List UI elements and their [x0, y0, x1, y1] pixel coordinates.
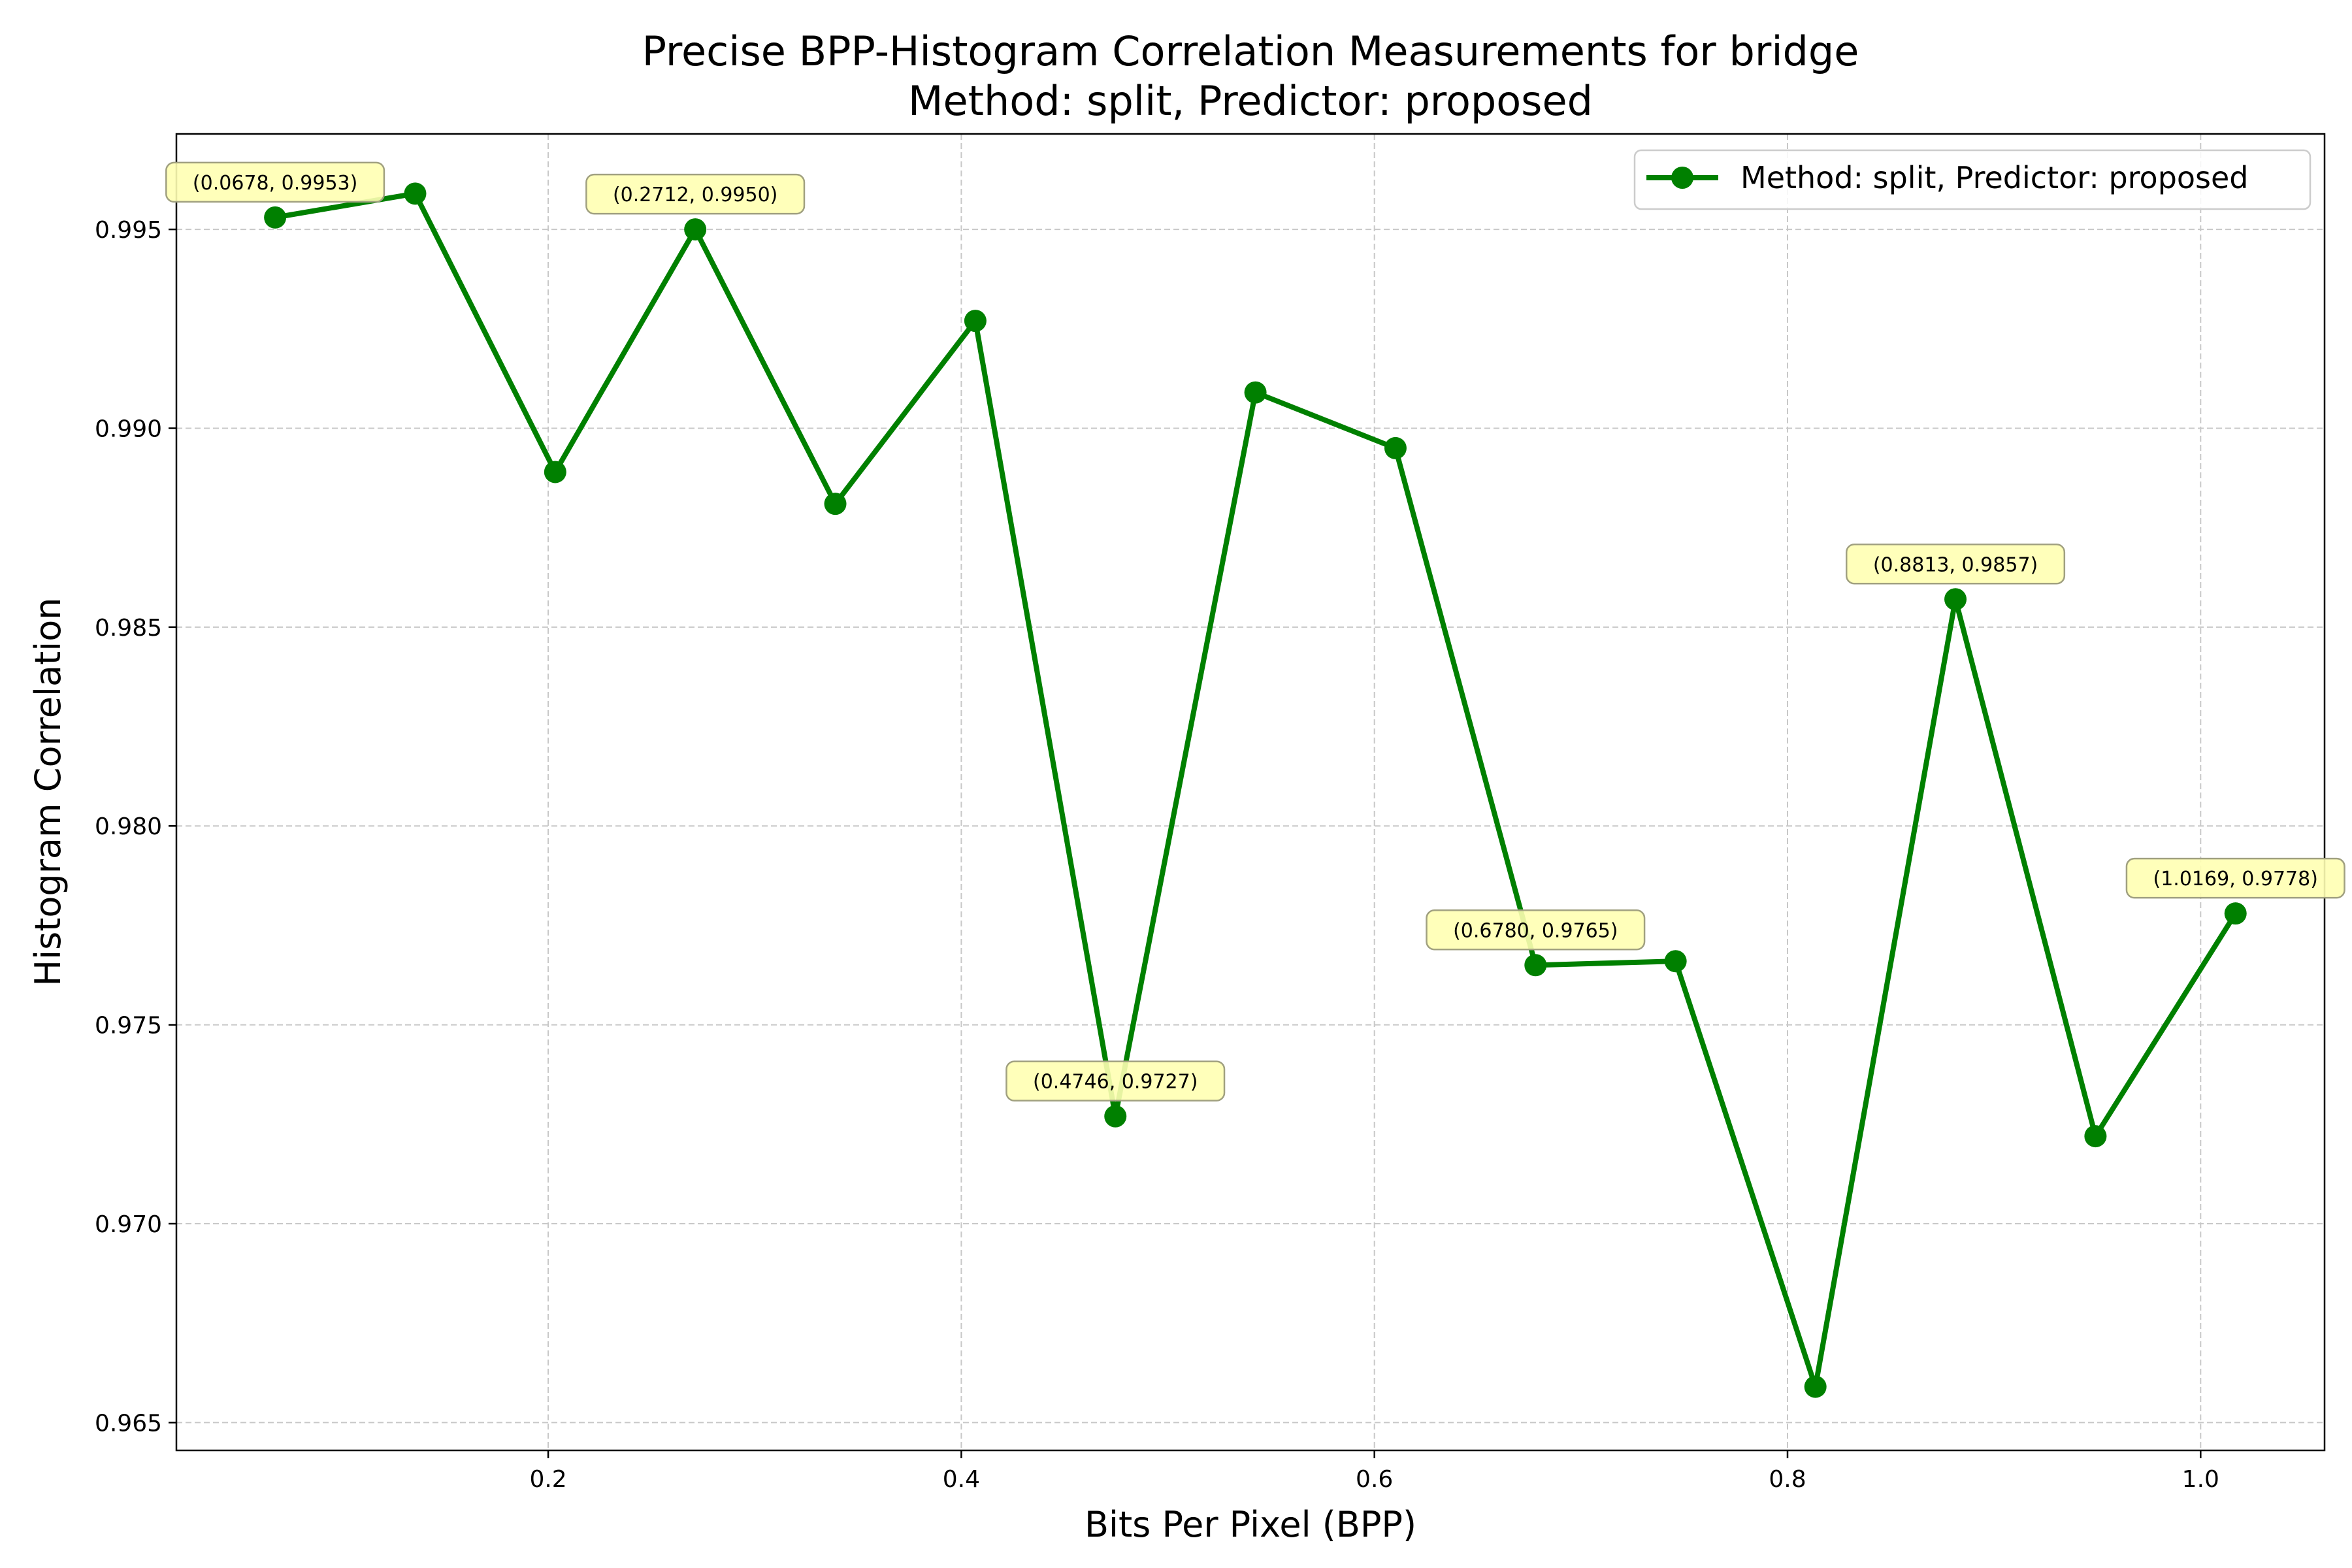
y-tick-label: 0.975 — [95, 1013, 162, 1039]
data-point — [264, 206, 287, 229]
data-point — [1524, 954, 1547, 977]
data-point — [544, 461, 566, 483]
legend: Method: split, Predictor: proposed — [1633, 149, 2311, 210]
data-point — [1244, 381, 1267, 404]
annotation-layer: (0.0678, 0.9953) (0.2712, 0.9950) (0.4746,… — [165, 161, 2345, 1102]
data-point — [964, 310, 987, 333]
x-tick-label: 0.8 — [1769, 1466, 1806, 1493]
annotation: (0.4746, 0.9727) — [1005, 1060, 1226, 1102]
y-tick-label: 0.995 — [95, 217, 162, 244]
annotation-label: (0.6780, 0.9765) — [1453, 919, 1618, 942]
x-tick-label: 0.2 — [529, 1466, 566, 1493]
data-point — [1804, 1375, 1827, 1398]
data-point — [1384, 436, 1407, 459]
annotation-box — [1005, 1060, 1226, 1102]
data-point — [1104, 1105, 1127, 1128]
data-point — [2224, 902, 2247, 925]
annotation-label: (0.4746, 0.9727) — [1033, 1071, 1198, 1094]
data-point — [2084, 1125, 2107, 1148]
data-point — [684, 218, 707, 241]
y-tick-label: 0.970 — [95, 1211, 162, 1238]
legend-frame — [1633, 149, 2311, 210]
data-point — [404, 182, 427, 205]
annotation-label: (1.0169, 0.9778) — [2153, 868, 2318, 890]
plot-frame — [175, 133, 2326, 1452]
annotation-label: (0.8813, 0.9857) — [1873, 553, 2038, 576]
annotation-box — [585, 173, 806, 215]
axis-ticks: 0.2 0.4 0.6 0.8 1.0 0.965 0.970 0.975 0.980 0.985… — [95, 217, 2219, 1493]
legend-label: Method: split, Predictor: proposed — [1740, 160, 2249, 195]
x-tick-label: 0.6 — [1356, 1466, 1393, 1493]
data-point — [824, 493, 847, 515]
y-tick-label: 0.980 — [95, 813, 162, 840]
annotation: (1.0169, 0.9778) — [2125, 857, 2345, 899]
y-tick-label: 0.990 — [95, 416, 162, 442]
annotation-box — [1426, 909, 1646, 951]
chart-title: Precise BPP-Histogram Correlation Measur… — [642, 27, 1859, 75]
y-tick-label: 0.985 — [95, 615, 162, 642]
x-tick-label: 0.4 — [943, 1466, 980, 1493]
annotation: (0.0678, 0.9953) — [165, 161, 385, 203]
annotation-box — [2125, 857, 2345, 899]
annotation-box — [1845, 544, 2066, 585]
x-axis-label: Bits Per Pixel (BPP) — [1085, 1504, 1416, 1545]
series-layer — [264, 182, 2247, 1398]
annotation-label: (0.0678, 0.9953) — [193, 172, 357, 195]
annotation: (0.6780, 0.9765) — [1426, 909, 1646, 951]
data-point — [1944, 588, 1967, 611]
y-axis-label: Histogram Correlation — [27, 597, 69, 986]
annotation: (0.8813, 0.9857) — [1845, 544, 2066, 585]
y-tick-label: 0.965 — [95, 1410, 162, 1437]
annotation-box — [165, 161, 385, 203]
annotation-label: (0.2712, 0.9950) — [613, 184, 777, 206]
chart-subtitle: Method: split, Predictor: proposed — [908, 77, 1593, 125]
annotation: (0.2712, 0.9950) — [585, 173, 806, 215]
legend-marker-swatch — [1671, 167, 1693, 189]
x-tick-label: 1.0 — [2182, 1466, 2219, 1493]
data-point — [1664, 950, 1687, 973]
